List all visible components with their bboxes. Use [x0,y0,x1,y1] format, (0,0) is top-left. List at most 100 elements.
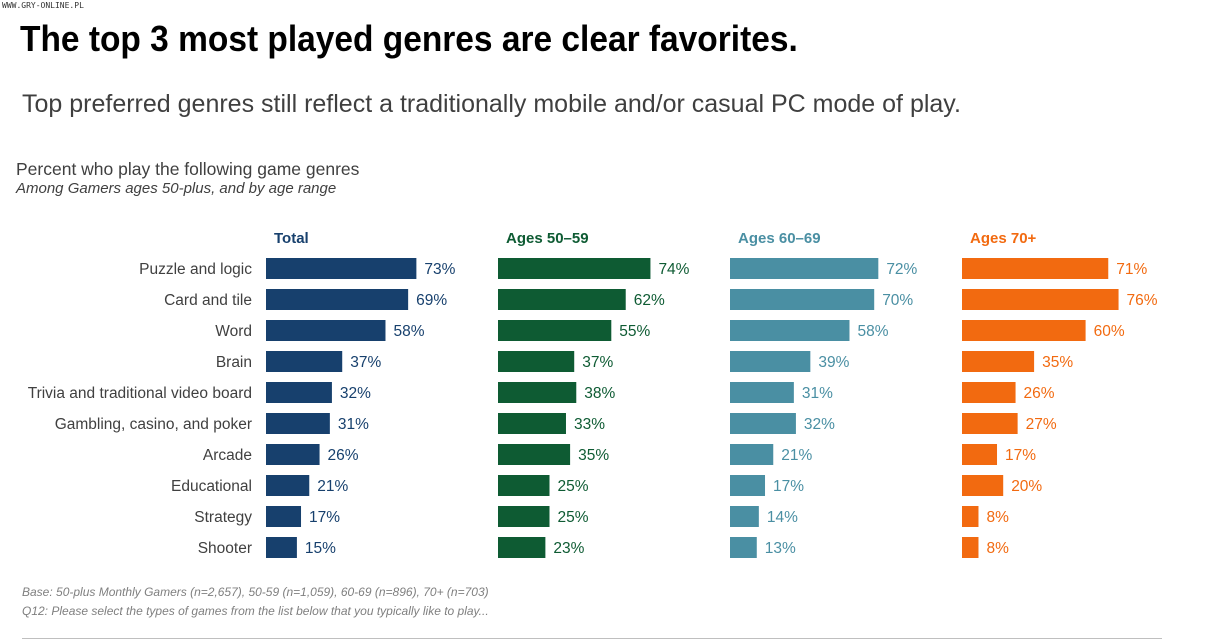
bar [730,320,850,341]
data-label: 25% [558,478,589,495]
category-label: Card and tile [164,292,252,309]
data-label: 76% [1127,292,1158,309]
data-label: 73% [424,261,455,278]
category-label: Word [215,323,252,340]
data-label: 37% [582,354,613,371]
bar [266,475,310,496]
bar [962,475,1004,496]
data-label: 58% [393,323,424,340]
bar [730,444,774,465]
data-label: 62% [634,292,665,309]
bar [962,413,1018,434]
bottom-divider [22,638,1162,639]
data-label: 14% [767,509,798,526]
bar [498,506,550,527]
category-label: Strategy [194,509,252,526]
page-subtitle: Top preferred genres still reflect a tra… [22,90,961,118]
category-label: Arcade [203,447,252,464]
data-label: 27% [1026,416,1057,433]
bar [498,382,577,403]
data-label: 31% [802,385,833,402]
bar [730,382,794,403]
data-label: 35% [578,447,609,464]
bar [498,475,550,496]
data-label: 17% [773,478,804,495]
bar [498,444,571,465]
data-label: 71% [1116,261,1147,278]
data-label: 60% [1094,323,1125,340]
bar [962,537,979,558]
bar [498,289,626,310]
bar [962,289,1119,310]
data-label: 13% [765,540,796,557]
bar [962,506,979,527]
watermark: WWW.GRY-ONLINE.PL [2,1,84,10]
bar [730,258,879,279]
data-label: 8% [986,509,1009,526]
data-label: 21% [781,447,812,464]
bar [266,320,386,341]
bar [266,506,302,527]
bar [730,475,766,496]
bar [266,289,409,310]
page-title: The top 3 most played genres are clear f… [20,18,798,59]
bar [266,351,343,372]
data-label: 74% [658,261,689,278]
series-header: Ages 50–59 [506,230,589,247]
data-label: 26% [328,447,359,464]
data-label: 23% [553,540,584,557]
bar [266,382,332,403]
series-header: Ages 70+ [970,230,1037,247]
category-label: Puzzle and logic [139,261,252,278]
bar [498,537,546,558]
bar [962,351,1035,372]
bar [962,444,998,465]
category-label: Gambling, casino, and poker [55,416,252,433]
bar [730,351,811,372]
bar [730,506,759,527]
series-header: Ages 60–69 [738,230,821,247]
bar [730,537,757,558]
bar [266,258,417,279]
data-label: 26% [1024,385,1055,402]
bar [266,537,297,558]
data-label: 70% [882,292,913,309]
bar [266,413,330,434]
bar [498,320,612,341]
data-label: 39% [818,354,849,371]
data-label: 33% [574,416,605,433]
data-label: 31% [338,416,369,433]
data-label: 35% [1042,354,1073,371]
data-label: 17% [1005,447,1036,464]
bar [498,351,575,372]
data-label: 20% [1011,478,1042,495]
data-label: 69% [416,292,447,309]
data-label: 25% [558,509,589,526]
chart-description-sub: Among Gamers ages 50-plus, and by age ra… [16,180,337,197]
data-label: 72% [886,261,917,278]
category-label: Brain [216,354,252,371]
data-label: 17% [309,509,340,526]
category-label: Shooter [198,540,252,557]
footnote-question: Q12: Please select the types of games fr… [22,604,489,618]
data-label: 37% [350,354,381,371]
bar [498,258,651,279]
data-label: 32% [340,385,371,402]
chart-description: Percent who play the following game genr… [16,159,360,179]
data-label: 58% [857,323,888,340]
data-label: 55% [619,323,650,340]
bar [266,444,320,465]
data-label: 21% [317,478,348,495]
data-label: 8% [986,540,1009,557]
bar [498,413,566,434]
series-header: Total [274,230,309,247]
category-label: Trivia and traditional video board [28,385,252,402]
bar [730,289,875,310]
bar [962,382,1016,403]
footnote-base: Base: 50-plus Monthly Gamers (n=2,657), … [22,585,489,599]
data-label: 32% [804,416,835,433]
data-label: 38% [584,385,615,402]
category-label: Educational [171,478,252,495]
bar [730,413,796,434]
